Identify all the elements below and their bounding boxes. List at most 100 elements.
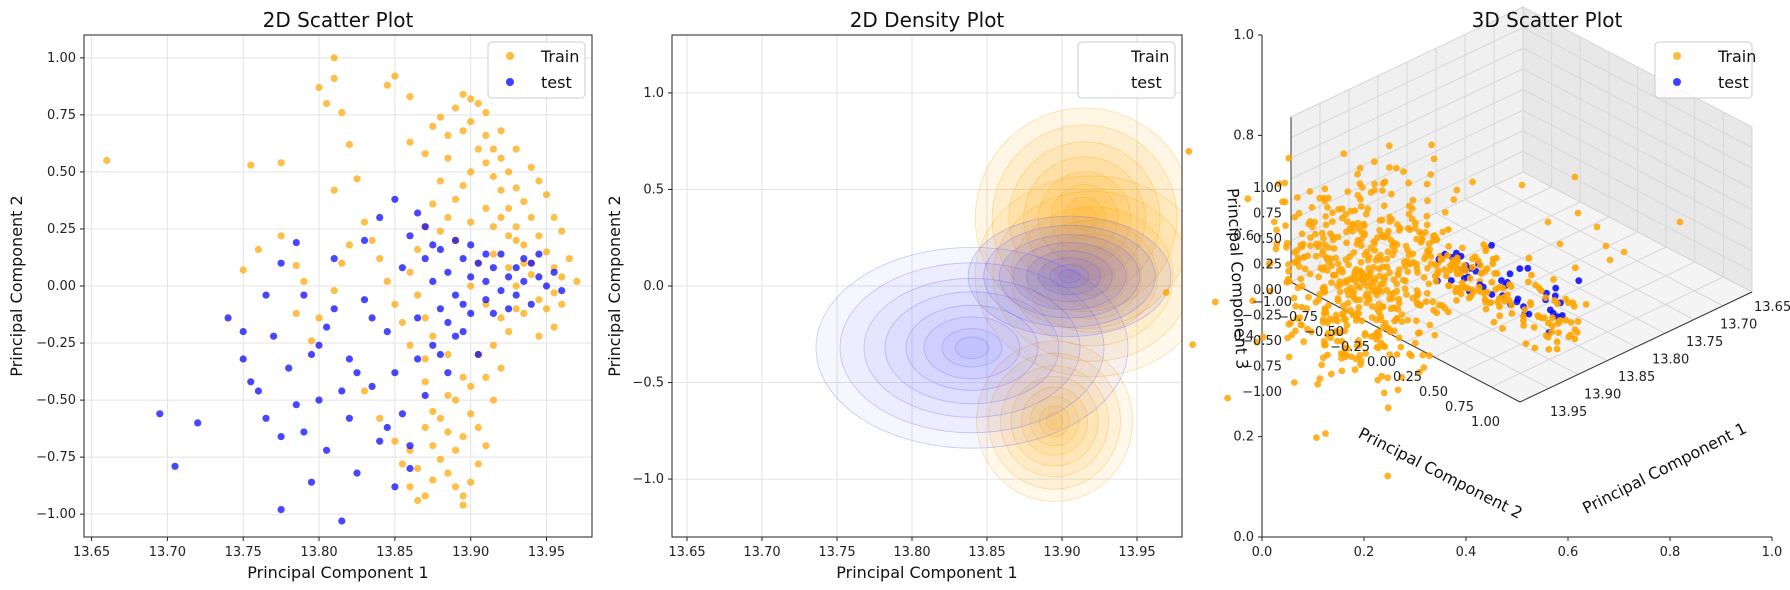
legend-train-marker	[506, 52, 514, 60]
train-point	[421, 378, 429, 386]
pc1-tick-label: 13.95	[1550, 405, 1587, 420]
train-point-3d	[1291, 213, 1299, 221]
train-point-3d	[1488, 278, 1496, 286]
pane-grid	[1464, 199, 1695, 320]
scatter-3d-legend: Train test	[1654, 41, 1756, 99]
train-point	[505, 328, 513, 336]
train-point	[429, 200, 437, 208]
train-point-3d	[1574, 318, 1582, 325]
test-point	[270, 332, 278, 340]
test-point	[391, 369, 399, 377]
train-point-3d	[1606, 256, 1614, 264]
train-point-3d	[1338, 354, 1345, 362]
train-point-3d	[1567, 331, 1574, 339]
train-point-3d	[1318, 361, 1326, 369]
density-contour	[1026, 219, 1158, 333]
density-contour	[1037, 171, 1132, 266]
scatter-2d-panel: 13.65 13.70 13.75 13.80 13.85 13.90 13.95 1.00 0…	[7, 8, 593, 582]
x-tick-label: 13.80	[893, 545, 930, 560]
train-point-3d	[1358, 317, 1366, 325]
test-point	[292, 239, 300, 247]
train-point-3d	[1285, 267, 1292, 275]
x-tick-label: 13.95	[1118, 545, 1155, 560]
test-point	[436, 350, 444, 359]
test-point	[474, 350, 482, 359]
train-point	[467, 118, 475, 126]
pane-grid	[1290, 47, 1524, 159]
train-point-3d	[1556, 240, 1564, 248]
train-point	[459, 492, 467, 500]
train-point	[520, 309, 528, 317]
train-point-3d	[1379, 303, 1387, 310]
train-point	[421, 423, 429, 432]
train-point	[414, 245, 422, 254]
train-point-3d	[1285, 353, 1293, 361]
train-point-3d	[1308, 328, 1315, 336]
train-point-3d	[1520, 312, 1527, 320]
train-point-3d	[1386, 164, 1393, 171]
train-point-3d	[1379, 180, 1387, 187]
train-point-3d	[1477, 270, 1485, 277]
density-contour	[974, 107, 1182, 330]
pane-grid	[1462, 261, 1695, 373]
train-point-3d	[1565, 299, 1572, 307]
test-point	[520, 277, 528, 285]
train-point	[254, 245, 262, 254]
train-point-3d	[1400, 168, 1407, 176]
train-point-3d	[1426, 352, 1433, 360]
train-point	[459, 501, 467, 509]
density-contour	[905, 304, 1039, 391]
x-tick-label: 13.90	[1043, 545, 1080, 560]
pc1-tick-label: 13.75	[1686, 335, 1723, 350]
train-point-3d	[1481, 295, 1489, 303]
train-point-3d	[1411, 339, 1419, 347]
x-tick-label: 13.70	[149, 545, 186, 560]
train-point-3d	[1307, 242, 1314, 250]
density-legend-train-label: Train	[1130, 47, 1169, 66]
test-point	[421, 391, 429, 400]
train-point-3d	[1444, 226, 1452, 234]
test-point	[421, 255, 429, 263]
train-point-3d	[1285, 321, 1293, 328]
train-point-3d	[1469, 286, 1477, 294]
density-contour	[1042, 233, 1142, 320]
train-point	[330, 74, 338, 82]
train-point-3d	[1314, 380, 1322, 388]
train-point-3d	[1352, 355, 1360, 363]
pc3-tick-label: 0.50	[1253, 232, 1282, 247]
train-point	[429, 407, 437, 416]
train-point-3d	[1548, 328, 1556, 336]
train-point-3d	[1376, 265, 1383, 272]
density-contour	[884, 291, 1060, 405]
train-point-3d	[1571, 326, 1579, 333]
y-tick-label: −0.50	[36, 393, 76, 408]
train-point-3d	[1373, 234, 1381, 242]
train-point-3d	[1405, 202, 1413, 210]
train-point	[520, 241, 528, 249]
test-point	[550, 268, 558, 276]
train-point-3d	[1395, 334, 1403, 342]
train-point-3d	[1454, 270, 1461, 278]
train-point-3d	[1417, 238, 1425, 246]
test-point	[505, 305, 513, 313]
train-point	[421, 150, 429, 158]
train-point-3d	[1338, 367, 1346, 375]
train-point-3d	[1338, 205, 1346, 213]
pc1-tick-label: 13.80	[1652, 353, 1689, 368]
train-point-3d	[1620, 248, 1628, 256]
train-point-3d	[1392, 164, 1400, 172]
test-point	[360, 236, 369, 244]
train-point-3d	[1496, 312, 1504, 320]
train-point-3d	[1402, 242, 1410, 250]
test-point	[239, 328, 247, 336]
train-point-3d	[1281, 179, 1289, 187]
train-point-3d	[1555, 329, 1562, 336]
train-point	[482, 131, 490, 139]
train-point-3d	[1394, 305, 1402, 313]
test-point	[436, 245, 444, 254]
test-point	[323, 323, 331, 331]
train-point-3d	[1593, 223, 1601, 231]
train-point-3d	[1162, 289, 1170, 296]
train-density	[974, 107, 1182, 502]
train-point-3d	[1314, 243, 1322, 251]
